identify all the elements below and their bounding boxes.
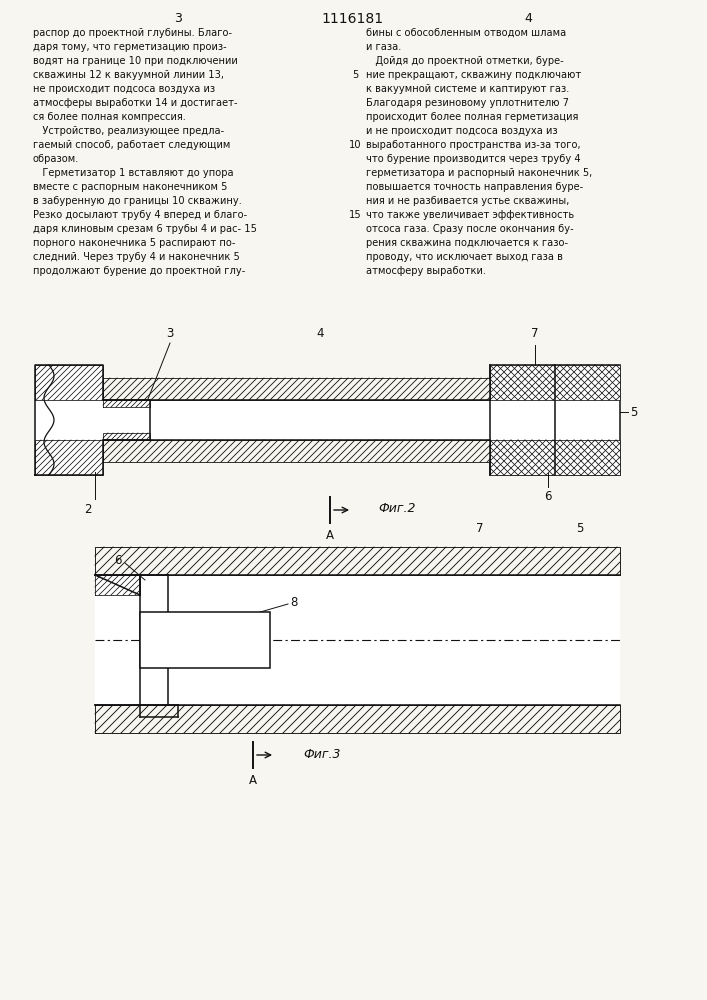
Text: в забуренную до границы 10 скважину.: в забуренную до границы 10 скважину. xyxy=(33,196,242,206)
Text: проводу, что исключает выход газа в: проводу, что исключает выход газа в xyxy=(366,252,563,262)
Text: водят на границе 10 при подключении: водят на границе 10 при подключении xyxy=(33,56,238,66)
Text: распор до проектной глубины. Благо-: распор до проектной глубины. Благо- xyxy=(33,28,232,38)
Text: образом.: образом. xyxy=(33,154,79,164)
Text: 4: 4 xyxy=(524,12,532,25)
Text: повышается точность направления буре-: повышается точность направления буре- xyxy=(366,182,583,192)
Text: Фиг.3: Фиг.3 xyxy=(303,748,341,760)
Text: Благодаря резиновому уплотнителю 7: Благодаря резиновому уплотнителю 7 xyxy=(366,98,569,108)
Text: следний. Через трубу 4 и наконечник 5: следний. Через трубу 4 и наконечник 5 xyxy=(33,252,240,262)
Bar xyxy=(95,575,620,705)
Text: A: A xyxy=(249,774,257,787)
Text: 5: 5 xyxy=(576,522,584,535)
Text: 3: 3 xyxy=(174,12,182,25)
Text: даря клиновым срезам 6 трубы 4 и рас- 15: даря клиновым срезам 6 трубы 4 и рас- 15 xyxy=(33,224,257,234)
Text: герметизатора и распорный наконечник 5,: герметизатора и распорный наконечник 5, xyxy=(366,168,592,178)
Text: Дойдя до проектной отметки, буре-: Дойдя до проектной отметки, буре- xyxy=(366,56,563,66)
Text: происходит более полная герметизация: происходит более полная герметизация xyxy=(366,112,578,122)
Text: 7: 7 xyxy=(477,522,484,535)
Text: Фиг.2: Фиг.2 xyxy=(378,502,416,516)
Text: Устройство, реализующее предла-: Устройство, реализующее предла- xyxy=(33,126,224,136)
Text: 7: 7 xyxy=(531,327,539,340)
Text: не происходит подсоса воздуха из: не происходит подсоса воздуха из xyxy=(33,84,215,94)
Text: 10: 10 xyxy=(349,140,361,150)
Text: 6: 6 xyxy=(544,490,551,503)
Text: продолжают бурение до проектной глу-: продолжают бурение до проектной глу- xyxy=(33,266,245,276)
Bar xyxy=(103,400,490,440)
Text: выработанного пространства из-за того,: выработанного пространства из-за того, xyxy=(366,140,580,150)
Bar xyxy=(490,440,620,475)
Text: 5: 5 xyxy=(352,70,358,80)
Text: Резко досылают трубу 4 вперед и благо-: Резко досылают трубу 4 вперед и благо- xyxy=(33,210,247,220)
Text: 6: 6 xyxy=(115,554,122,566)
Bar xyxy=(490,365,620,475)
Text: 4: 4 xyxy=(316,327,324,340)
Text: ние прекращают, скважину подключают: ние прекращают, скважину подключают xyxy=(366,70,581,80)
Text: отсоса газа. Сразу после окончания бу-: отсоса газа. Сразу после окончания бу- xyxy=(366,224,574,234)
Text: и газа.: и газа. xyxy=(366,42,402,52)
Text: 2: 2 xyxy=(84,503,92,516)
Text: бины с обособленным отводом шлама: бины с обособленным отводом шлама xyxy=(366,28,566,38)
Text: 1116181: 1116181 xyxy=(322,12,384,26)
Text: порного наконечника 5 распирают по-: порного наконечника 5 распирают по- xyxy=(33,238,235,248)
Text: что бурение производится через трубу 4: что бурение производится через трубу 4 xyxy=(366,154,580,164)
Text: 8: 8 xyxy=(290,595,298,608)
Text: ся более полная компрессия.: ся более полная компрессия. xyxy=(33,112,186,122)
Text: гаемый способ, работает следующим: гаемый способ, работает следующим xyxy=(33,140,230,150)
Polygon shape xyxy=(35,365,150,475)
Text: атмосферу выработки.: атмосферу выработки. xyxy=(366,266,486,276)
Text: что также увеличивает эффективность: что также увеличивает эффективность xyxy=(366,210,574,220)
Text: вместе с распорным наконечником 5: вместе с распорным наконечником 5 xyxy=(33,182,228,192)
Text: 3: 3 xyxy=(166,327,174,340)
Text: атмосферы выработки 14 и достигает-: атмосферы выработки 14 и достигает- xyxy=(33,98,238,108)
Text: ния и не разбивается устье скважины,: ния и не разбивается устье скважины, xyxy=(366,196,569,206)
Text: и не происходит подсоса воздуха из: и не происходит подсоса воздуха из xyxy=(366,126,558,136)
Text: 15: 15 xyxy=(349,210,361,220)
Text: к вакуумной системе и каптируют газ.: к вакуумной системе и каптируют газ. xyxy=(366,84,569,94)
Text: Герметизатор 1 вставляют до упора: Герметизатор 1 вставляют до упора xyxy=(33,168,233,178)
Text: рения скважина подключается к газо-: рения скважина подключается к газо- xyxy=(366,238,568,248)
Bar xyxy=(490,365,620,400)
Text: даря тому, что герметизацию произ-: даря тому, что герметизацию произ- xyxy=(33,42,227,52)
Bar xyxy=(140,612,270,668)
Text: A: A xyxy=(326,529,334,542)
Text: скважины 12 к вакуумной линии 13,: скважины 12 к вакуумной линии 13, xyxy=(33,70,224,80)
Text: 5: 5 xyxy=(630,406,638,418)
